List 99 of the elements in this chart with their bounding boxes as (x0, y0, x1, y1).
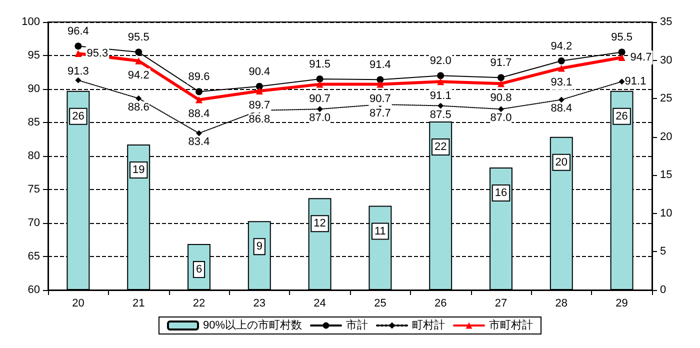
x-tick-label: 26 (434, 298, 447, 310)
point (256, 82, 263, 90)
y-tick-label: 85 (28, 116, 40, 128)
y-tick-label: 95 (28, 50, 40, 62)
x-tick-label: 21 (132, 298, 145, 310)
y-tick-label: 100 (22, 16, 40, 28)
point (437, 78, 444, 86)
y2-tick-label: 0 (660, 284, 666, 296)
point (136, 95, 142, 102)
data-label: 94.7 (630, 52, 652, 64)
x-tick-label: 20 (72, 298, 84, 310)
y-tick-label: 60 (28, 284, 40, 296)
point (256, 88, 263, 95)
x-tick-label: 28 (555, 298, 568, 310)
data-label: 9 (256, 240, 262, 253)
point (618, 54, 626, 62)
data-label: 91.3 (67, 65, 89, 78)
point (316, 106, 323, 112)
data-label: 87.5 (430, 108, 452, 121)
data-label: 87.0 (490, 112, 512, 124)
data-label: 22 (434, 141, 447, 154)
data-label: 86.8 (248, 113, 270, 126)
y2-tick-label: 20 (660, 130, 672, 143)
point (498, 80, 504, 88)
data-label: 91.1 (430, 90, 452, 102)
data-label: 89.6 (188, 71, 210, 84)
data-label: 96.4 (67, 26, 89, 38)
data-label: 90.7 (369, 92, 391, 105)
data-label: 95.5 (611, 32, 633, 44)
point (74, 42, 82, 50)
point (558, 57, 565, 64)
data-label: 90.8 (490, 92, 512, 104)
y2-tick-label: 35 (660, 16, 672, 28)
data-label: 26 (616, 110, 628, 122)
point (558, 96, 564, 103)
point (316, 75, 324, 82)
point (316, 80, 324, 88)
data-label: 6 (196, 264, 202, 276)
point (618, 48, 626, 56)
legend-label: 市計 (346, 318, 368, 332)
data-label: 95.5 (128, 32, 150, 44)
data-label: 88.6 (128, 101, 150, 114)
y2-tick-label: 15 (660, 169, 672, 182)
point (498, 74, 504, 82)
data-label: 90.7 (309, 92, 331, 105)
legend-label: 90%以上の市町村数 (202, 318, 302, 332)
point (135, 48, 142, 56)
data-label: 87.0 (309, 112, 331, 124)
point (196, 88, 202, 96)
point (558, 64, 565, 72)
data-label: 94.2 (128, 69, 150, 82)
point (376, 80, 384, 88)
data-label: 88.4 (188, 108, 210, 120)
y2-tick-label: 10 (660, 207, 672, 220)
data-label: 91.4 (369, 59, 391, 72)
data-label: 19 (132, 164, 145, 176)
x-tick-label: 25 (374, 298, 386, 310)
y-tick-label: 70 (28, 217, 40, 229)
point (498, 106, 504, 112)
x-tick-label: 22 (192, 298, 206, 310)
y2-tick-label: 30 (660, 54, 672, 66)
data-label: 90.4 (248, 66, 270, 78)
point (376, 76, 384, 84)
data-label: 94.2 (550, 40, 572, 52)
y-tick-label: 65 (28, 250, 40, 262)
point (618, 78, 625, 85)
legend-label: 町村計 (412, 318, 446, 332)
data-label: 20 (555, 156, 568, 168)
x-tick-label: 29 (616, 298, 628, 310)
x-tick-label: 27 (494, 298, 508, 310)
data-label: 88.4 (550, 102, 572, 115)
x-tick-label: 23 (253, 298, 266, 310)
point (196, 130, 202, 136)
data-label: 91.7 (490, 57, 512, 70)
point (438, 102, 444, 109)
data-label: 87.7 (369, 107, 391, 120)
y2-tick-label: 25 (660, 92, 672, 105)
point (74, 50, 82, 57)
data-label: 16 (494, 186, 508, 199)
data-label: 95.3 (86, 47, 108, 60)
legend-label: 市町村計 (489, 318, 534, 332)
point (75, 77, 82, 84)
data-label: 12 (314, 218, 326, 230)
data-label: 11 (374, 225, 386, 238)
data-label: 93.1 (550, 76, 572, 89)
point (196, 96, 202, 104)
data-label: 83.4 (188, 136, 210, 148)
y-tick-label: 90 (28, 83, 40, 95)
y-tick-label: 75 (28, 184, 40, 196)
data-label: 89.7 (248, 100, 270, 112)
data-label: 91.1 (624, 76, 646, 88)
point (437, 72, 444, 80)
point (135, 57, 142, 64)
y-tick-label: 80 (28, 150, 40, 162)
data-label: 92.0 (430, 55, 452, 68)
data-label: 91.5 (309, 58, 331, 70)
y2-tick-label: 5 (660, 246, 666, 258)
data-label: 26 (72, 110, 84, 122)
x-tick-label: 24 (314, 298, 326, 310)
